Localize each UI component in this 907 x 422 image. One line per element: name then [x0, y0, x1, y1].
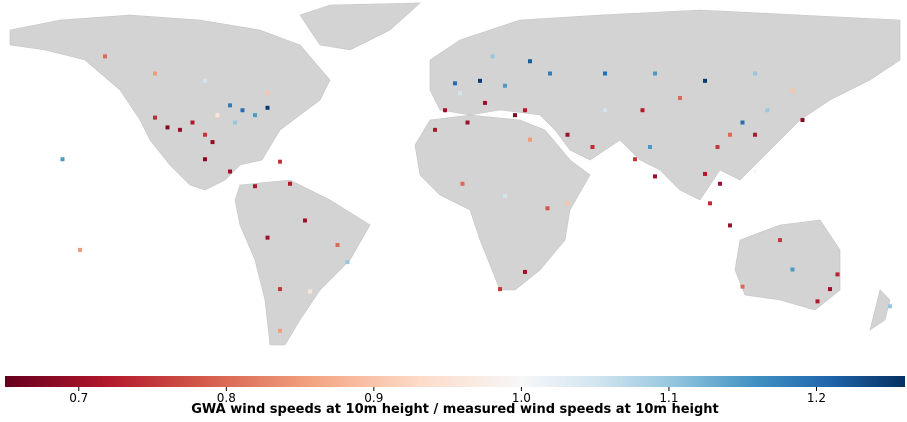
- station: [513, 113, 517, 118]
- colorbar-tick-label: 0.9: [364, 391, 383, 405]
- station: [503, 194, 507, 198]
- station: [708, 201, 712, 206]
- station: [503, 83, 507, 88]
- station: [653, 174, 657, 179]
- station: [835, 272, 840, 277]
- station: [523, 269, 527, 274]
- station: [203, 132, 207, 137]
- station: [703, 171, 707, 176]
- colorbar-tick-label: 1.1: [659, 391, 678, 405]
- station: [653, 71, 657, 76]
- station: [228, 169, 232, 174]
- station: [828, 287, 832, 292]
- station: [640, 108, 645, 113]
- station: [240, 108, 245, 113]
- station: [753, 71, 757, 76]
- station: [288, 181, 292, 186]
- station: [740, 284, 745, 289]
- station: [603, 71, 607, 76]
- station: [790, 88, 795, 93]
- station: [233, 120, 237, 125]
- station: [308, 289, 312, 294]
- station: [548, 71, 552, 76]
- station: [815, 299, 820, 304]
- station: [265, 91, 270, 96]
- colorbar-label: GWA wind speeds at 10m height / measured…: [191, 402, 719, 417]
- station: [545, 206, 550, 211]
- station: [265, 105, 270, 110]
- station: [265, 235, 270, 240]
- station: [278, 328, 282, 333]
- station: [278, 159, 282, 164]
- station: [210, 140, 215, 145]
- station: [490, 54, 495, 59]
- station: [345, 260, 350, 265]
- new-zealand: [869, 289, 891, 331]
- station: [528, 59, 532, 64]
- station: [498, 287, 502, 292]
- station: [153, 71, 157, 76]
- africa: [414, 114, 591, 291]
- station: [203, 157, 207, 162]
- station: [190, 120, 195, 125]
- station: [523, 108, 527, 113]
- station: [728, 132, 732, 137]
- station: [778, 238, 782, 243]
- station: [753, 169, 757, 174]
- land: [9, 2, 901, 346]
- station: [483, 100, 487, 105]
- colorbar-tick-label: 1.2: [807, 391, 826, 405]
- station: [153, 115, 157, 120]
- station: [60, 157, 65, 162]
- station: [703, 78, 707, 83]
- station: [465, 120, 470, 125]
- south-america: [234, 179, 371, 346]
- station: [178, 127, 182, 132]
- eurasia: [429, 9, 901, 201]
- station: [888, 304, 892, 309]
- station: [753, 132, 757, 137]
- station: [165, 125, 170, 130]
- station: [718, 181, 722, 186]
- station: [590, 145, 595, 149]
- station: [303, 218, 307, 223]
- colorbar-tick-label: 1.0: [512, 391, 531, 405]
- australia: [734, 219, 841, 311]
- station: [228, 103, 232, 108]
- north-america: [9, 14, 331, 191]
- station: [633, 157, 637, 162]
- station: [800, 118, 805, 123]
- station: [715, 145, 720, 149]
- station: [203, 78, 207, 83]
- station: [565, 201, 570, 206]
- station: [740, 120, 745, 125]
- station: [458, 91, 462, 96]
- station: [565, 132, 570, 137]
- station: [765, 108, 770, 113]
- colorbar: [5, 376, 905, 387]
- greenland: [299, 2, 421, 51]
- station: [460, 181, 465, 186]
- station: [648, 145, 652, 149]
- station: [215, 113, 220, 118]
- station: [790, 267, 795, 272]
- station: [253, 184, 257, 189]
- station: [603, 108, 607, 113]
- colorbar-tick-label: 0.8: [217, 391, 236, 405]
- station: [78, 247, 82, 252]
- colorbar-tick-label: 0.7: [69, 391, 88, 405]
- station: [678, 96, 682, 100]
- station: [728, 223, 732, 228]
- station: [335, 243, 340, 247]
- station: [528, 137, 532, 142]
- stations: [60, 54, 892, 333]
- station: [433, 127, 437, 132]
- station: [278, 287, 282, 292]
- station: [453, 81, 457, 86]
- station: [478, 78, 482, 83]
- station: [443, 108, 447, 113]
- station: [103, 54, 107, 59]
- station: [253, 113, 257, 118]
